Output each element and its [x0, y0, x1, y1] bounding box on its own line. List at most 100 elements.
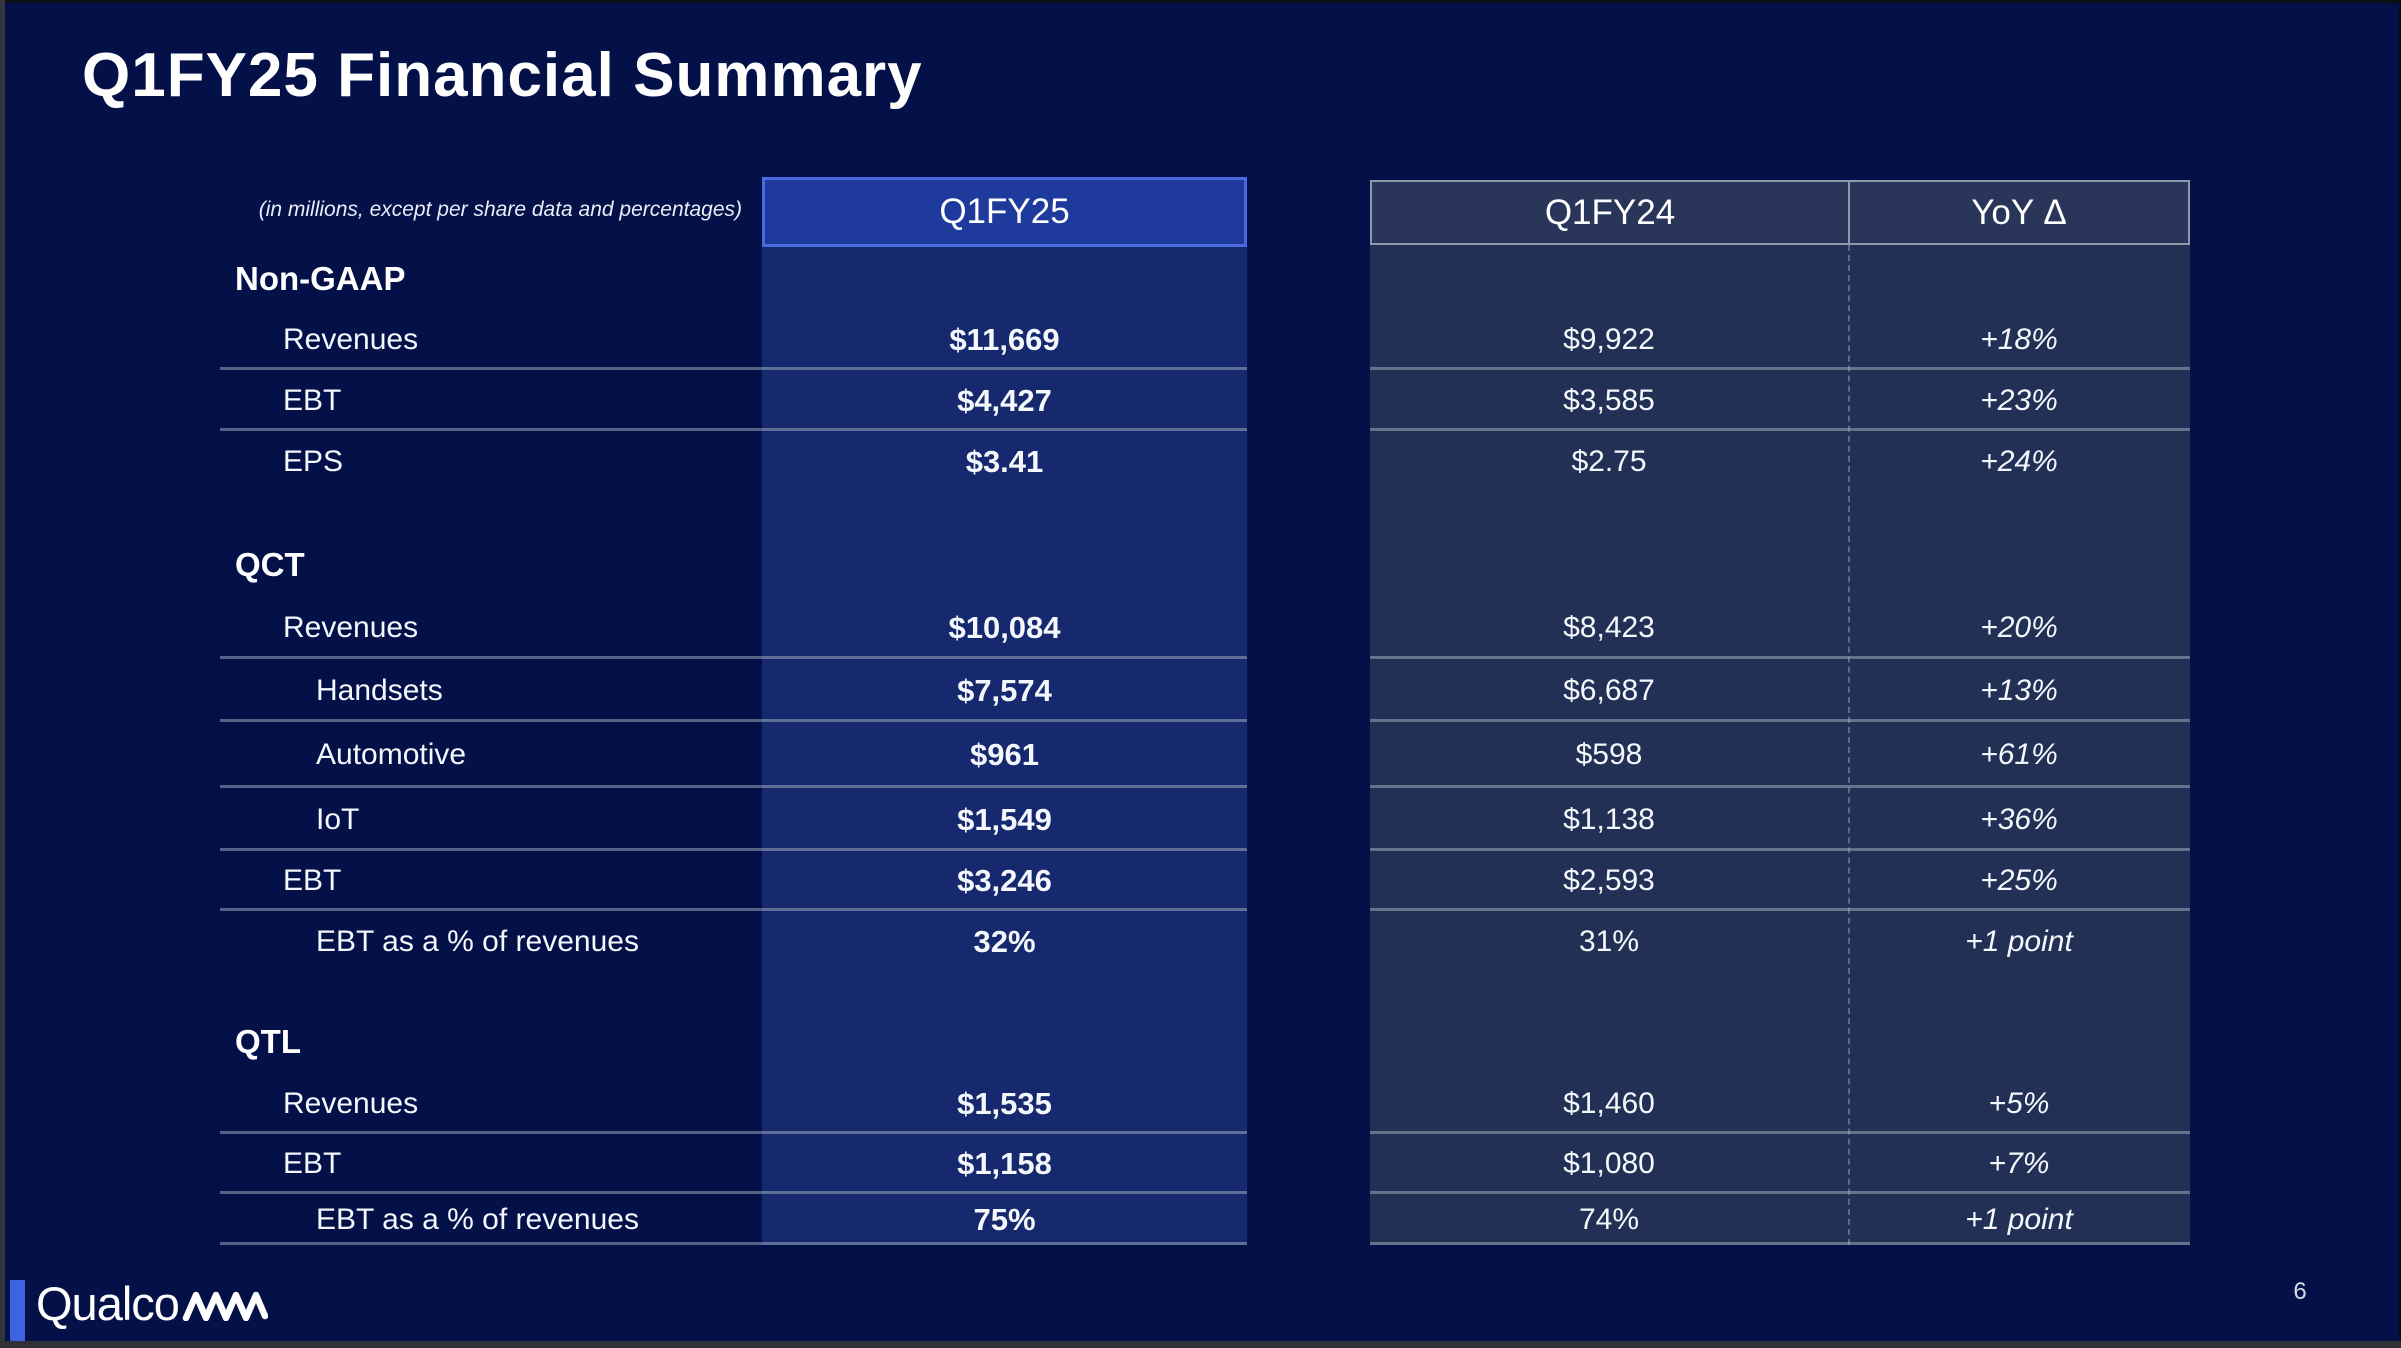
row-label: Handsets	[316, 673, 443, 707]
cell-q1fy24: $2.75	[1571, 444, 1647, 478]
column-header-q1fy25: Q1FY25	[762, 177, 1247, 247]
row-divider	[1370, 428, 2190, 431]
qualcomm-m-zigzag-icon	[182, 1291, 268, 1321]
table-row: Revenues $10,084 $8,423 +20%	[0, 596, 2401, 659]
row-divider	[220, 428, 1247, 431]
column-header-yoy-delta: YoY Δ	[1971, 192, 2067, 232]
row-divider	[1370, 1131, 2190, 1134]
row-divider	[1370, 1191, 2190, 1194]
section-spacer	[0, 492, 2401, 533]
cell-q1fy24: $1,138	[1563, 802, 1655, 836]
cell-q1fy25: $1,549	[957, 801, 1052, 837]
table-row: EBT $4,427 $3,585 +23%	[0, 370, 2401, 431]
page-number: 6	[2293, 1278, 2307, 1305]
cell-q1fy24: $9,922	[1563, 323, 1655, 356]
cell-q1fy25: $961	[970, 737, 1039, 772]
row-divider	[220, 656, 1247, 659]
row-label: Revenues	[283, 1086, 419, 1120]
cell-q1fy25: $1,535	[957, 1085, 1052, 1121]
row-divider	[1370, 785, 2190, 788]
cell-yoy: +23%	[1980, 383, 2058, 417]
comparison-table-background	[1370, 245, 2190, 1245]
section-title: QTL	[235, 1022, 301, 1060]
row-label: EBT	[283, 864, 342, 897]
row-divider	[1370, 719, 2190, 722]
cell-yoy: +25%	[1980, 864, 2058, 897]
frame-edge-left	[0, 0, 5, 1348]
row-label: EBT as a % of revenues	[316, 1202, 639, 1236]
row-label: EPS	[283, 444, 344, 478]
row-label: EBT	[283, 383, 342, 417]
section-title: Non-GAAP	[235, 259, 406, 297]
section-spacer	[0, 973, 2401, 1010]
cell-q1fy24: 74%	[1578, 1202, 1640, 1236]
cell-q1fy25: $10,084	[948, 609, 1061, 645]
row-divider	[220, 908, 1247, 911]
cell-q1fy25: $4,427	[957, 382, 1052, 418]
cell-q1fy24: $6,687	[1563, 673, 1655, 707]
cell-q1fy25: $3.41	[965, 443, 1044, 479]
table-row: Revenues $1,535 $1,460 +5%	[0, 1073, 2401, 1134]
cell-q1fy24: $1,460	[1563, 1086, 1655, 1120]
frame-edge-bottom	[0, 1341, 2401, 1348]
cell-yoy: +24%	[1980, 444, 2058, 478]
cell-q1fy25: 32%	[973, 924, 1036, 959]
cell-q1fy24: $3,585	[1563, 383, 1655, 417]
cell-yoy: +5%	[1988, 1086, 2050, 1120]
row-label: EBT	[283, 1147, 342, 1180]
row-label: IoT	[316, 802, 360, 836]
financial-table: Non-GAAP Revenues $11,669 $9,922 +18% EB…	[0, 247, 2401, 1245]
logo-accent-bar	[10, 1280, 25, 1341]
table-row: EPS $3.41 $2.75 +24%	[0, 431, 2401, 492]
q1fy25-column-highlight	[762, 247, 1247, 1245]
cell-q1fy24: $1,080	[1563, 1147, 1655, 1180]
dashed-column-divider	[1848, 245, 1850, 1245]
cell-q1fy25: 75%	[973, 1201, 1036, 1237]
table-row: Handsets $7,574 $6,687 +13%	[0, 659, 2401, 722]
section-header-non-gaap: Non-GAAP	[0, 247, 2401, 310]
cell-q1fy24: $2,593	[1563, 864, 1655, 897]
table-row: Revenues $11,669 $9,922 +18%	[0, 310, 2401, 370]
cell-q1fy25: $3,246	[957, 863, 1052, 898]
page-title: Q1FY25 Financial Summary	[82, 41, 923, 110]
row-label: Revenues	[283, 610, 419, 644]
cell-q1fy25: $11,669	[949, 322, 1060, 357]
row-divider	[220, 785, 1247, 788]
column-header-q1fy24: Q1FY24	[1372, 182, 1850, 243]
section-header-qct: QCT	[0, 533, 2401, 596]
table-row: EBT as a % of revenues 32% 31% +1 point	[0, 911, 2401, 973]
section-title: QCT	[235, 545, 305, 583]
row-label: EBT as a % of revenues	[316, 925, 639, 958]
cell-yoy: +18%	[1980, 323, 2058, 356]
row-divider	[1370, 656, 2190, 659]
table-row: EBT $1,158 $1,080 +7%	[0, 1134, 2401, 1194]
row-divider	[1370, 1242, 2190, 1245]
cell-yoy: +20%	[1980, 610, 2058, 644]
qualcomm-logo-text: Qualco	[36, 1277, 180, 1330]
row-divider	[1370, 367, 2190, 370]
row-divider	[1370, 908, 2190, 911]
qualcomm-logo: Qualco	[36, 1278, 268, 1330]
row-divider	[220, 719, 1247, 722]
row-label: Revenues	[283, 323, 419, 356]
cell-q1fy24: $598	[1575, 738, 1643, 771]
cell-yoy: +13%	[1980, 673, 2058, 707]
cell-q1fy24: 31%	[1578, 925, 1640, 958]
section-header-qtl: QTL	[0, 1010, 2401, 1073]
cell-yoy: +61%	[1980, 738, 2058, 771]
row-divider	[1370, 848, 2190, 851]
table-row: EBT as a % of revenues 75% 74% +1 point	[0, 1194, 2401, 1245]
cell-q1fy25: $7,574	[957, 672, 1052, 708]
cell-q1fy25: $1,158	[957, 1146, 1052, 1181]
column-header-group: Q1FY24 YoY Δ	[1370, 180, 2190, 245]
cell-yoy: +1 point	[1965, 925, 2073, 958]
cell-yoy: +1 point	[1965, 1202, 2073, 1236]
units-note: (in millions, except per share data and …	[258, 198, 742, 221]
row-label: Automotive	[316, 738, 467, 771]
table-row: IoT $1,549 $1,138 +36%	[0, 788, 2401, 851]
row-divider	[220, 848, 1247, 851]
row-divider	[220, 367, 1247, 370]
cell-yoy: +7%	[1988, 1147, 2050, 1180]
table-row: Automotive $961 $598 +61%	[0, 722, 2401, 788]
